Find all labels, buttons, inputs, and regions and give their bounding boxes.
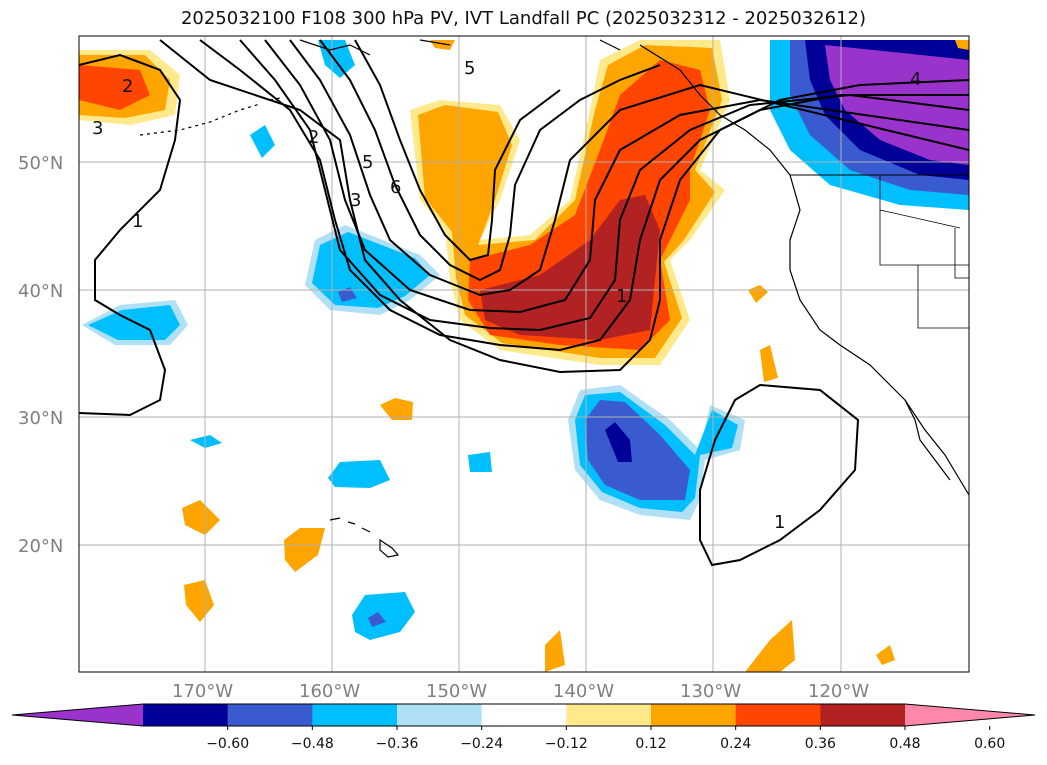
map-gridlines [79,36,969,672]
colorbar-tick-label: 0.12 [635,736,666,752]
colorbar-swatch [735,704,821,726]
pv-contour-se [699,383,860,567]
latitude-labels: 50°N 40°N 30°N 20°N [18,153,63,557]
pv-contour-6 [354,39,561,262]
map-frame [78,35,970,673]
colorbar-tick-label: −0.60 [206,736,249,752]
colorbar-swatch [566,704,652,726]
longitude-label: 120°W [808,681,869,702]
shade-small-2b [368,612,386,627]
latitude-label: 40°N [18,281,63,302]
pv-contour-labels: 2 3 1 2 5 3 6 5 4 1 1 [92,58,921,533]
hawaii-islands [329,517,400,558]
colorbar-tick-label: −0.48 [291,736,334,752]
colorbar-tick-label: 0.48 [889,736,920,752]
colorbar-extend-min [12,704,143,726]
contour-label: 5 [464,58,475,79]
shaded-field [79,40,969,672]
shade-sc-dark [605,422,632,462]
state-borders [879,175,969,329]
pv-contour-2 [239,39,969,332]
pv-contour-3 [264,39,969,314]
colorbar-tick-label: −0.24 [460,736,503,752]
latitude-label: 20°N [18,536,63,557]
shade-small-8 [284,528,325,572]
longitude-label: 130°W [680,681,741,702]
colorbar-swatch [651,704,737,726]
colorbar-extend-max [905,704,1035,726]
colorbar-swatch [312,704,398,726]
longitude-label: 150°W [426,681,487,702]
colorbar-swatch [143,704,229,726]
colorbar-tick-label: −0.12 [545,736,588,752]
shade-small-7 [182,500,220,535]
longitude-label: 160°W [299,681,360,702]
latitude-label: 50°N [18,153,63,174]
baja-coast [904,399,951,481]
colorbar-swatch [227,704,313,726]
shade-central-darkred [480,195,660,340]
contour-label: 1 [616,286,627,307]
latitude-label: 30°N [18,408,63,429]
contour-label: 2 [122,76,133,97]
shade-small-13 [745,620,795,672]
colorbar-swatch [820,704,906,726]
pv-contour-5 [319,39,661,282]
shade-small-14 [876,645,895,665]
shade-nw-red [79,65,150,110]
map-title: 2025032100 F108 300 hPa PV, IVT Landfall… [180,8,867,29]
pv-contours [79,39,969,567]
pv-contour-nw [79,53,182,417]
longitude-label: 140°W [553,681,614,702]
contour-label: 3 [350,190,361,211]
contour-label: 6 [390,177,401,198]
colorbar-outline [11,703,1036,727]
colorbar-tick-label: 0.36 [805,736,836,752]
contour-label: 1 [132,211,143,232]
colorbar-swatch [397,704,483,726]
shade-small-1 [328,460,390,488]
contour-label: 3 [92,118,103,139]
shade-small-6 [380,398,413,420]
shade-small-12 [545,630,565,672]
colorbar-tick-label: 0.60 [974,736,1005,752]
colorbar-tick-label: −0.36 [376,736,419,752]
colorbar: −0.60 −0.48 −0.36 −0.24 −0.12 0.12 0.24 0.36 0.4… [11,703,1036,752]
longitude-labels: 170°W 160°W 150°W 140°W 130°W 120°W [172,681,869,702]
shade-small-17 [955,40,969,50]
contour-label: 1 [774,512,785,533]
longitude-label: 170°W [172,681,233,702]
contour-label: 4 [910,69,921,90]
pv-contour-4 [289,39,969,297]
shade-ne-purple [825,45,969,165]
shade-small-5 [250,125,275,158]
north-america-coast [639,44,969,496]
shade-small-9 [184,580,214,622]
shade-small-10 [760,345,778,382]
shade-small-4 [190,435,222,448]
shade-west-dark [338,287,357,302]
shade-small-2 [352,592,415,640]
contour-label: 2 [308,127,319,148]
colorbar-tick-label: 0.24 [720,736,751,752]
colorbar-swatch [481,704,567,726]
shade-small-3 [468,452,492,472]
contour-label: 5 [362,152,373,173]
